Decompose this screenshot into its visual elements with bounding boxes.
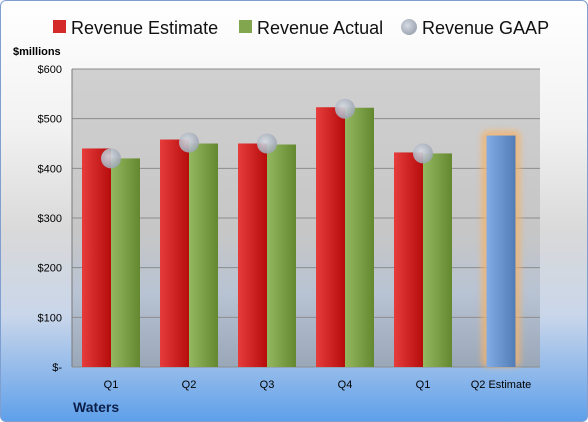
marker-revenue-gaap [257, 133, 277, 154]
marker-revenue-gaap [179, 132, 199, 153]
bar-revenue-estimate [82, 148, 111, 367]
bar-revenue-actual [345, 107, 374, 368]
legend-marker-gaap [401, 19, 417, 35]
bar-revenue-estimate [238, 143, 267, 367]
bar-revenue-actual [423, 153, 452, 367]
y-axis-ticks: $- $100 $200 $300 $400 $500 $600 [38, 64, 63, 374]
x-tick-label: Q1 [416, 379, 431, 391]
marker-revenue-gaap [335, 98, 355, 119]
y-tick-label: $- [52, 362, 62, 374]
bar-revenue-actual [267, 144, 296, 367]
gaap-markers [101, 98, 433, 169]
y-tick-label: $300 [38, 213, 62, 225]
bar-revenue-actual [111, 158, 140, 367]
x-tick-label: Q4 [338, 379, 353, 391]
bars [82, 107, 521, 368]
y-tick-label: $400 [38, 163, 62, 175]
x-tick-label: Q2 Estimate [471, 379, 532, 391]
x-tick-label: Q3 [260, 379, 275, 391]
x-tick-label: Q1 [104, 379, 119, 391]
legend-swatch-estimate [53, 20, 66, 33]
bar-revenue-estimate [160, 139, 189, 367]
bar-revenue-estimate [316, 107, 345, 367]
legend-label-estimate: Revenue Estimate [71, 18, 218, 38]
y-axis-unit-label: $millions [13, 46, 61, 58]
company-label: Waters [73, 399, 119, 415]
legend: Revenue Estimate Revenue Actual Revenue … [53, 18, 549, 38]
y-tick-label: $500 [38, 114, 62, 126]
marker-revenue-gaap [101, 148, 121, 169]
legend-label-gaap: Revenue GAAP [422, 18, 549, 38]
y-tick-label: $600 [38, 64, 62, 76]
gridlines [71, 68, 540, 368]
x-axis-ticks: Q1 Q2 Q3 Q4 Q1 Q2 Estimate [104, 379, 532, 391]
y-tick-label: $200 [38, 263, 62, 275]
x-tick-label: Q2 [182, 379, 197, 391]
y-tick-label: $100 [38, 312, 62, 324]
bar-revenue-actual [189, 143, 218, 367]
marker-revenue-gaap [413, 143, 433, 164]
legend-swatch-actual [239, 20, 252, 33]
bar-revenue-estimate [394, 152, 423, 367]
bar-revenue-projection [486, 135, 516, 367]
legend-label-actual: Revenue Actual [257, 18, 383, 38]
